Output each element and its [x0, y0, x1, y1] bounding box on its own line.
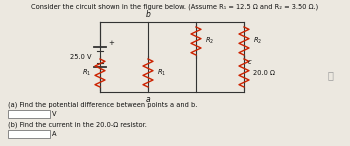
Text: V: V [52, 111, 56, 117]
Text: (a) Find the potential difference between points a and b.: (a) Find the potential difference betwee… [8, 102, 197, 108]
Text: b: b [146, 10, 150, 19]
Text: +: + [108, 40, 114, 46]
Text: $R_1$: $R_1$ [157, 68, 166, 78]
Bar [8, 130, 50, 138]
Text: c: c [248, 59, 252, 65]
Text: A: A [52, 131, 56, 137]
Text: ⓘ: ⓘ [327, 70, 333, 80]
Text: 25.0 V: 25.0 V [70, 54, 92, 60]
Text: $R_2$: $R_2$ [205, 36, 214, 46]
Text: $R_2$: $R_2$ [253, 36, 262, 46]
Text: 20.0 Ω: 20.0 Ω [253, 70, 275, 76]
Text: Consider the circuit shown in the figure below. (Assume R₁ = 12.5 Ω and R₂ = 3.5: Consider the circuit shown in the figure… [32, 4, 318, 11]
Text: a: a [146, 95, 150, 104]
Bar [8, 110, 50, 118]
Text: $R_1$: $R_1$ [82, 68, 91, 78]
Text: (b) Find the current in the 20.0-Ω resistor.: (b) Find the current in the 20.0-Ω resis… [8, 122, 147, 128]
